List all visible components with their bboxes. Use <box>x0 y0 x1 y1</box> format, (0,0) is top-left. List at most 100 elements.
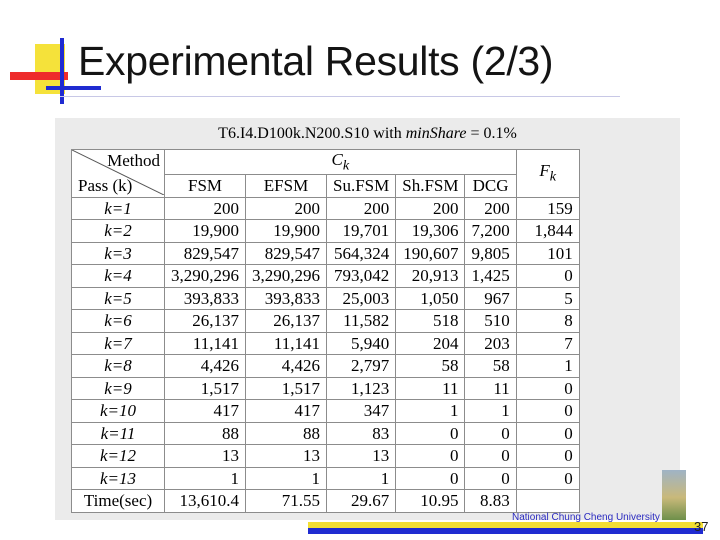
value-cell: 26,137 <box>164 309 246 333</box>
value-cell: 0 <box>395 444 466 468</box>
column-header: Sh.FSM <box>395 174 466 198</box>
value-cell: 101 <box>515 241 580 266</box>
value-cell: 159 <box>515 196 580 221</box>
value-cell: 11,582 <box>325 309 397 333</box>
value-cell: 200 <box>464 196 517 221</box>
table-caption: T6.I4.D100k.N200.S10 with minShare = 0.1… <box>55 125 680 143</box>
footer-bar-blue <box>308 528 703 534</box>
table-row: k=2 19,900 19,900 19,701 19,306 7,200 1,844 <box>71 219 580 243</box>
value-cell: 9,805 <box>464 241 517 266</box>
value-cell: 0 <box>464 466 517 491</box>
results-table-panel: T6.I4.D100k.N200.S10 with minShare = 0.1… <box>55 118 680 520</box>
table-row: k=12 13 13 13 0 0 0 <box>71 444 580 468</box>
value-cell: 11 <box>395 376 466 401</box>
value-cell: 417 <box>245 399 327 423</box>
time-label-cell: Time(sec) <box>71 489 165 513</box>
value-cell: 4,426 <box>164 354 246 378</box>
value-cell: 793,042 <box>325 264 397 288</box>
footer-bar-yellow <box>308 522 703 528</box>
value-cell: 200 <box>164 196 246 221</box>
value-cell: 83 <box>325 421 397 446</box>
value-cell: 829,547 <box>245 241 327 266</box>
value-cell: 1 <box>515 354 580 378</box>
title-divider <box>60 96 620 97</box>
university-logo: National Chung Cheng University <box>512 512 660 523</box>
table-row: k=9 1,517 1,517 1,123 11 11 0 <box>71 376 580 401</box>
pass-cell: k=9 <box>71 376 165 401</box>
value-cell: 1,844 <box>515 219 580 243</box>
time-value-cell: 71.55 <box>245 489 327 513</box>
value-cell: 0 <box>515 399 580 423</box>
value-cell: 20,913 <box>395 264 466 288</box>
pass-cell: k=13 <box>71 466 165 491</box>
ck-group-header: Ck <box>164 148 517 176</box>
value-cell: 11,141 <box>164 331 246 356</box>
value-cell: 0 <box>464 421 517 446</box>
results-table: Method Pass (k) Ck Fk FSM EFSM Su.FSM Sh.FS… <box>71 148 580 513</box>
fk-label: Fk <box>539 161 557 185</box>
value-cell: 8 <box>515 309 580 333</box>
value-cell: 1,517 <box>245 376 327 401</box>
corner-diagonal <box>72 150 164 195</box>
value-cell: 5 <box>515 286 580 311</box>
value-cell: 13 <box>245 444 327 468</box>
value-cell: 1 <box>395 399 466 423</box>
slide-title: Experimental Results (2/3) <box>78 38 554 84</box>
pass-cell: k=4 <box>71 264 165 288</box>
time-value-cell: 10.95 <box>395 489 466 513</box>
value-cell: 11,141 <box>245 331 327 356</box>
page-number: 37 <box>694 519 709 534</box>
value-cell: 417 <box>164 399 246 423</box>
value-cell: 19,900 <box>164 219 246 243</box>
table-row: k=11 88 88 83 0 0 0 <box>71 421 580 446</box>
pass-cell: k=1 <box>71 196 165 221</box>
value-cell: 88 <box>245 421 327 446</box>
value-cell: 0 <box>515 421 580 446</box>
value-cell: 88 <box>164 421 246 446</box>
slide-decoration-red <box>10 72 68 80</box>
pass-label: Pass (k) <box>78 175 133 195</box>
value-cell: 58 <box>395 354 466 378</box>
table-row: k=13 1 1 1 0 0 0 <box>71 466 580 491</box>
column-header: FSM <box>164 174 246 198</box>
method-label: Method <box>107 151 160 170</box>
value-cell: 564,324 <box>325 241 397 266</box>
value-cell: 3,290,296 <box>164 264 246 288</box>
pass-cell: k=6 <box>71 309 165 333</box>
value-cell: 200 <box>395 196 466 221</box>
value-cell: 0 <box>515 444 580 468</box>
value-cell: 518 <box>395 309 466 333</box>
value-cell: 25,003 <box>325 286 397 311</box>
value-cell: 190,607 <box>395 241 466 266</box>
pass-cell: k=5 <box>71 286 165 311</box>
table-row: k=6 26,137 26,137 11,582 518 510 8 <box>71 309 580 333</box>
pass-cell: k=10 <box>71 399 165 423</box>
ck-label: Ck <box>331 150 350 174</box>
table-row: k=7 11,141 11,141 5,940 204 203 7 <box>71 331 580 356</box>
value-cell: 393,833 <box>245 286 327 311</box>
value-cell: 0 <box>395 421 466 446</box>
pass-cell: k=8 <box>71 354 165 378</box>
slide-decoration-blue-horizontal <box>46 86 101 90</box>
value-cell: 0 <box>464 444 517 468</box>
slide-decoration-blue-vertical <box>60 38 64 104</box>
campus-photo <box>662 470 686 520</box>
pass-cell: k=12 <box>71 444 165 468</box>
value-cell: 7 <box>515 331 580 356</box>
value-cell: 13 <box>325 444 397 468</box>
value-cell: 19,306 <box>395 219 466 243</box>
value-cell: 1 <box>164 466 246 491</box>
value-cell: 200 <box>325 196 397 221</box>
method-columns-row: FSM EFSM Su.FSM Sh.FSM DCG <box>72 174 580 198</box>
caption-prefix: T6.I4.D100k.N200.S10 with <box>218 125 406 142</box>
value-cell: 1,123 <box>325 376 397 401</box>
pass-cell: k=2 <box>71 219 165 243</box>
value-cell: 11 <box>464 376 517 401</box>
value-cell: 0 <box>515 466 580 491</box>
value-cell: 1 <box>464 399 517 423</box>
value-cell: 1,425 <box>464 264 517 288</box>
value-cell: 3,290,296 <box>245 264 327 288</box>
value-cell: 1 <box>245 466 327 491</box>
value-cell: 7,200 <box>464 219 517 243</box>
value-cell: 4,426 <box>245 354 327 378</box>
